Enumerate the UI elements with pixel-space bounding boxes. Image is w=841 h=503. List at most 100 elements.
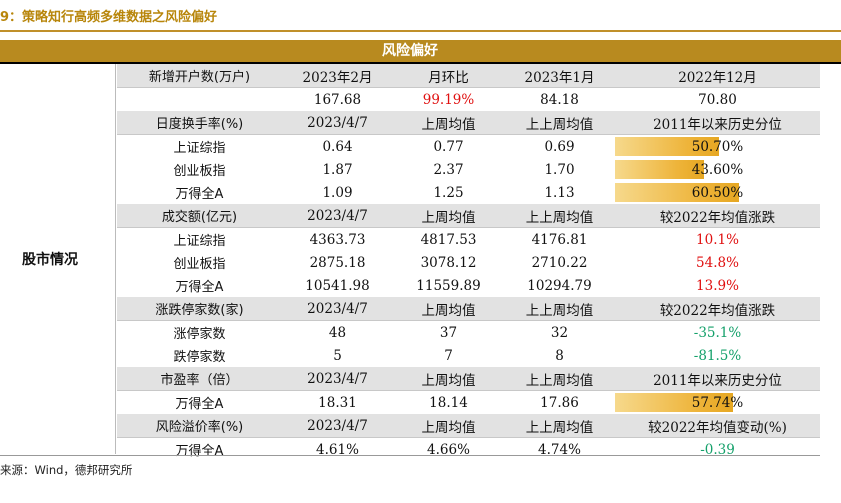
cell-value-d: 2011年以来历史分位: [615, 111, 820, 135]
cell-value-c: 上上周均值: [504, 367, 615, 391]
cell-value-d: 较2022年均值变动(%): [615, 414, 820, 438]
cell-value-c: 2023年1月: [504, 64, 615, 88]
cell-value-c: 8: [555, 347, 564, 364]
percentile-value: 57.74%: [691, 394, 744, 411]
cell-value-a: 1.87: [322, 161, 353, 178]
cell-value-c: 17.86: [540, 394, 579, 411]
table-section-header: 日度换手率(%) 2023/4/7 上周均值 上上周均值 2011年以来历史分位: [117, 111, 820, 135]
table-row: 涨停家数 48 37 32 -35.1%: [117, 321, 820, 345]
cell-value-d: -0.39: [700, 441, 735, 458]
cell-value-b: 2.37: [433, 161, 464, 178]
cell-value-b: 3078.12: [420, 254, 477, 271]
percentile-bar: [615, 137, 719, 156]
cell-value-c: 上上周均值: [504, 204, 615, 228]
table-row: 创业板指 1.87 2.37 1.70 43.60%: [117, 158, 820, 181]
cell-value-c: 2710.22: [531, 254, 588, 271]
cell-value-b: 4817.53: [420, 231, 477, 248]
cell-value-a: 167.68: [313, 91, 362, 108]
cell-value-a: 2023/4/7: [282, 204, 393, 228]
cell-value-a: 2023/4/7: [282, 111, 393, 135]
cell-value-a: 1.09: [322, 184, 353, 201]
table-row: 万得全A 4.61% 4.66% 4.74% -0.39: [117, 438, 820, 462]
cell-value-b: 上周均值: [393, 111, 504, 135]
cell-value-d: 较2022年均值涨跌: [615, 204, 820, 228]
cell-value-d: 10.1%: [696, 231, 739, 248]
cell-value-b: 月环比: [393, 64, 504, 88]
cell-value-c: 上上周均值: [504, 297, 615, 321]
cell-metric: 万得全A: [175, 397, 224, 412]
cell-value-a: 48: [328, 324, 347, 341]
cell-value-a: 2023/4/7: [282, 414, 393, 438]
cell-value-b: 上周均值: [393, 367, 504, 391]
cell-value-c: 1.13: [544, 184, 575, 201]
percentile-bar: [615, 393, 734, 412]
cell-value-d: -35.1%: [693, 324, 742, 341]
cell-metric: 跌停家数: [173, 350, 226, 365]
cell-metric: 万得全A: [175, 444, 224, 459]
cell-metric: 创业板指: [173, 164, 226, 179]
cell-value-b: 0.77: [433, 138, 464, 155]
cell-value-c: 1.70: [544, 161, 575, 178]
table-header-bar: 风险偏好: [0, 40, 841, 64]
cell-metric: 上证综指: [173, 234, 226, 249]
percentile-bar: [615, 160, 705, 179]
cell-value-a: 2875.18: [309, 254, 366, 271]
title-divider: [0, 30, 841, 32]
table-row: 跌停家数 5 7 8 -81.5%: [117, 344, 820, 367]
table-row: 万得全A 10541.98 11559.89 10294.79 13.9%: [117, 274, 820, 297]
cell-value-c: 4.74%: [538, 441, 581, 458]
cell-value-b: 7: [444, 347, 453, 364]
table-header-title: 风险偏好: [382, 43, 438, 59]
table-row: 创业板指 2875.18 3078.12 2710.22 54.8%: [117, 251, 820, 274]
table-section-header: 风险溢价率(%) 2023/4/7 上周均值 上上周均值 较2022年均值变动(%): [117, 414, 820, 438]
cell-value-c: 0.69: [544, 138, 575, 155]
table-section-header: 成交额(亿元) 2023/4/7 上周均值 上上周均值 较2022年均值涨跌: [117, 204, 820, 228]
cell-metric: 新增开户数(万户): [117, 64, 282, 88]
cell-metric: 万得全A: [175, 187, 224, 202]
cell-value-b: 上周均值: [393, 204, 504, 228]
percentile-value: 43.60%: [691, 161, 744, 178]
table-row: 万得全A 18.31 18.14 17.86 57.74%: [117, 391, 820, 415]
cell-value-d: 较2022年均值涨跌: [615, 297, 820, 321]
cell-value-d: 43.60%: [615, 158, 820, 181]
table-section-header: 涨跌停家数(家) 2023/4/7 上周均值 上上周均值 较2022年均值涨跌: [117, 297, 820, 321]
cell-value-d: 57.74%: [615, 391, 820, 415]
cell-metric: [117, 88, 282, 112]
cell-value-d: 2011年以来历史分位: [615, 367, 820, 391]
cell-value-a: 10541.98: [305, 277, 370, 294]
cell-metric: 市盈率（倍）: [117, 367, 282, 391]
cell-value-d: 54.8%: [696, 254, 739, 271]
risk-preference-table: 新增开户数(万户) 2023年2月 月环比 2023年1月 2022年12月 167.68…: [117, 64, 820, 461]
percentile-bar: [615, 183, 739, 202]
cell-metric: 涨停家数: [173, 327, 226, 342]
cell-value-c: 10294.79: [527, 277, 592, 294]
cell-metric: 成交额(亿元): [117, 204, 282, 228]
section-label: 股市情况: [22, 252, 78, 268]
cell-value-d: 70.80: [698, 91, 737, 108]
cell-value-d: -81.5%: [693, 347, 742, 364]
cell-value-b: 18.14: [429, 394, 468, 411]
cell-value-b: 1.25: [433, 184, 464, 201]
cell-value-a: 4363.73: [309, 231, 366, 248]
cell-value-b: 上周均值: [393, 414, 504, 438]
cell-value-a: 2023年2月: [282, 64, 393, 88]
cell-value-c: 上上周均值: [504, 414, 615, 438]
cell-value-b: 上周均值: [393, 297, 504, 321]
cell-value-c: 84.18: [540, 91, 579, 108]
percentile-value: 60.50%: [691, 184, 744, 201]
cell-metric: 涨跌停家数(家): [117, 297, 282, 321]
cell-value-c: 上上周均值: [504, 111, 615, 135]
cell-value-d: 13.9%: [696, 277, 739, 294]
cell-value-b: 37: [439, 324, 458, 341]
table-row: 167.68 99.19% 84.18 70.80: [117, 88, 820, 112]
table-section-header: 市盈率（倍） 2023/4/7 上周均值 上上周均值 2011年以来历史分位: [117, 367, 820, 391]
cell-value-b: 11559.89: [416, 277, 481, 294]
cell-value-a: 0.64: [322, 138, 353, 155]
percentile-value: 50.70%: [691, 138, 744, 155]
table-row: 万得全A 1.09 1.25 1.13 60.50%: [117, 181, 820, 204]
cell-metric: 日度换手率(%): [117, 111, 282, 135]
cell-value-d: 50.70%: [615, 135, 820, 159]
cell-value-a: 2023/4/7: [282, 297, 393, 321]
cell-value-b: 99.19%: [422, 91, 475, 108]
cell-metric: 创业板指: [173, 257, 226, 272]
